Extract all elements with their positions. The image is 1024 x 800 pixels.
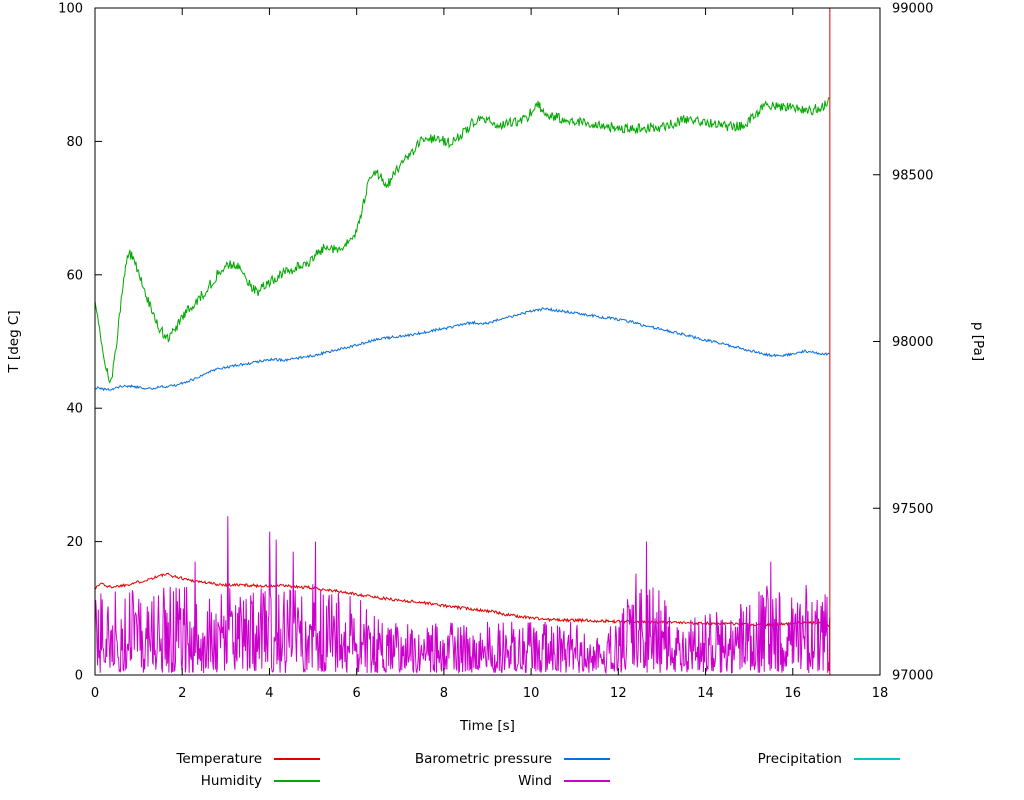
- x-tick-label: 16: [785, 686, 802, 701]
- y-left-tick-label: 40: [66, 402, 83, 417]
- legend: Temperature Barometric pressure Precipit…: [30, 750, 900, 790]
- y-right-tick-label: 98000: [892, 335, 933, 350]
- tick-marks: [94, 7, 881, 676]
- y-left-tick-label: 20: [66, 535, 83, 550]
- legend-item-humidity: Humidity: [30, 772, 320, 790]
- series-humidity-line: [94, 97, 830, 384]
- y-right-tick-label: 98500: [892, 168, 933, 183]
- y-right-axis-title: p [Pa]: [970, 322, 986, 361]
- series-wind-line: [94, 516, 831, 675]
- legend-label-temperature: Temperature: [176, 751, 262, 767]
- x-tick-label: 18: [872, 686, 889, 701]
- y-right-tick-label: 99000: [892, 2, 933, 17]
- legend-label-wind: Wind: [518, 773, 552, 789]
- legend-item-wind: Wind: [320, 772, 610, 790]
- y-left-axis-title: T [deg C]: [6, 310, 22, 373]
- y-left-tick-label: 100: [58, 2, 83, 17]
- legend-label-barometric-pressure: Barometric pressure: [414, 751, 552, 767]
- y-right-tick-label: 97500: [892, 502, 933, 517]
- x-tick-label: 12: [610, 686, 627, 701]
- x-tick-label: 8: [440, 686, 448, 701]
- x-tick-label: 6: [353, 686, 361, 701]
- x-tick-label: 2: [178, 686, 186, 701]
- series-temperature-line: [94, 572, 830, 628]
- x-tick-label: 4: [265, 686, 273, 701]
- legend-line-sample-barometric-pressure: [564, 758, 610, 760]
- legend-line-sample-humidity: [274, 780, 320, 782]
- legend-label-precipitation: Precipitation: [757, 751, 842, 767]
- y-left-tick-label: 0: [75, 669, 83, 684]
- series-layer: [94, 97, 831, 675]
- y-right-tick-label: 97000: [892, 669, 933, 684]
- legend-label-humidity: Humidity: [200, 773, 262, 789]
- series-pressure-line: [94, 306, 830, 392]
- legend-line-sample-precipitation: [854, 758, 900, 760]
- y-left-tick-label: 60: [66, 268, 83, 283]
- legend-item-barometric-pressure: Barometric pressure: [320, 750, 610, 768]
- legend-line-sample-wind: [564, 780, 610, 782]
- x-tick-label: 14: [697, 686, 714, 701]
- y-left-tick-label: 80: [66, 135, 83, 150]
- legend-item-precipitation: Precipitation: [610, 750, 900, 768]
- legend-line-sample-temperature: [274, 758, 320, 760]
- legend-item-temperature: Temperature: [30, 750, 320, 768]
- tick-labels: 0 2 4 6 8 10 12 14 16 18 0 20 40 60 80 100 97000 97500 980…: [58, 2, 933, 702]
- x-axis-title: Time [s]: [459, 718, 515, 734]
- x-tick-label: 10: [523, 686, 540, 701]
- x-tick-label: 0: [91, 686, 99, 701]
